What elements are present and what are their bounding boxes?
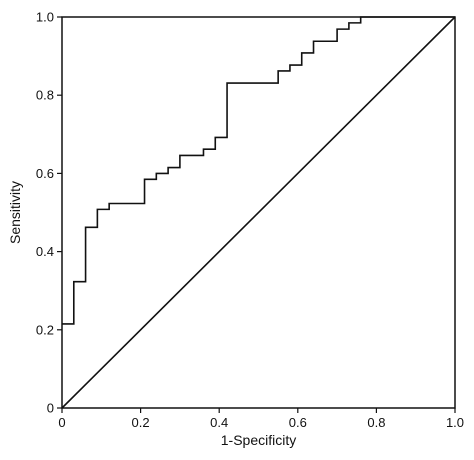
x-tick-label: 0.2 [132, 415, 150, 430]
y-axis-label: Sensitivity [7, 181, 23, 244]
y-tick-label: 0.8 [36, 88, 54, 103]
x-tick-label: 0 [58, 415, 65, 430]
y-tick-label: 0 [47, 401, 54, 416]
x-tick-label: 1.0 [446, 415, 464, 430]
y-tick-label: 0.6 [36, 166, 54, 181]
plot-frame [61, 16, 456, 409]
x-axis-ticks: 0 0.2 0.4 0.6 0.8 1.0 [58, 408, 464, 430]
y-axis-ticks: 0 0.2 0.4 0.6 0.8 1.0 [36, 10, 62, 416]
x-axis-label: 1-Specificity [221, 432, 296, 448]
y-tick-label: 0.2 [36, 322, 54, 337]
x-tick-label: 0.8 [367, 415, 385, 430]
y-tick-label: 1.0 [36, 10, 54, 25]
x-tick-label: 0.4 [210, 415, 228, 430]
y-tick-label: 0.4 [36, 244, 54, 259]
reference-diagonal-line [61, 16, 456, 409]
roc-curve-line [62, 16, 455, 325]
plot-area [61, 16, 456, 409]
x-tick-label: 0.6 [289, 415, 307, 430]
